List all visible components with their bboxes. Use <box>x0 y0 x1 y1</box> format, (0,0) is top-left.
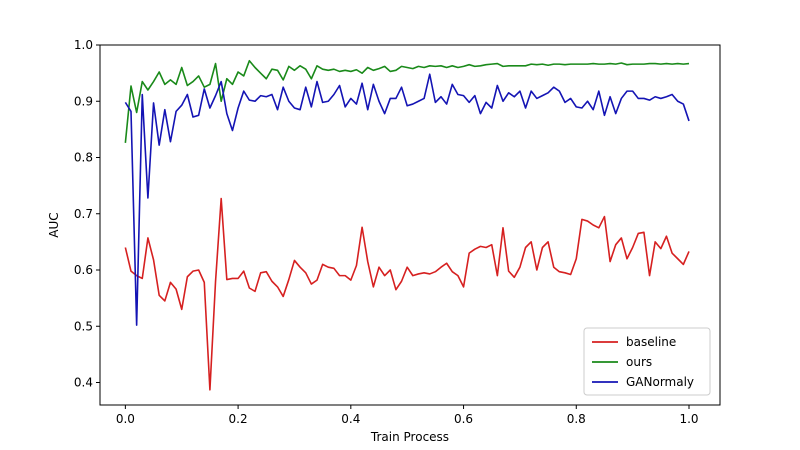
y-tick-label: 0.8 <box>74 151 93 165</box>
y-tick-label: 0.5 <box>74 319 93 333</box>
legend-label: baseline <box>626 335 676 349</box>
y-tick-label: 0.4 <box>74 376 93 390</box>
series-line-baseline <box>124 197 690 391</box>
x-tick-label: 0.8 <box>567 412 586 426</box>
y-axis: 0.4 0.5 0.6 0.7 0.8 0.9 1.0 <box>74 38 100 390</box>
x-tick-label: 0.6 <box>454 412 473 426</box>
y-tick-label: 0.7 <box>74 207 93 221</box>
x-tick-label: 0.2 <box>229 412 248 426</box>
legend-label: ours <box>626 355 652 369</box>
x-tick-label: 0.0 <box>116 412 135 426</box>
x-tick-label: 0.4 <box>341 412 360 426</box>
legend: baseline ours GANormaly <box>583 327 711 396</box>
plot-frame <box>99 44 721 406</box>
legend-box <box>583 327 711 396</box>
plot-lines <box>124 59 690 391</box>
legend-label: GANormaly <box>626 375 694 389</box>
series-line-ganormaly <box>124 73 690 326</box>
y-tick-label: 0.9 <box>74 94 93 108</box>
y-tick-label: 0.6 <box>74 263 93 277</box>
y-tick-label: 1.0 <box>74 38 93 52</box>
x-axis: 0.0 0.2 0.4 0.6 0.8 1.0 <box>116 405 699 426</box>
x-axis-label: Train Process <box>370 430 449 444</box>
x-tick-label: 1.0 <box>679 412 698 426</box>
series-line-ours <box>124 59 690 143</box>
y-axis-label: AUC <box>47 212 61 237</box>
